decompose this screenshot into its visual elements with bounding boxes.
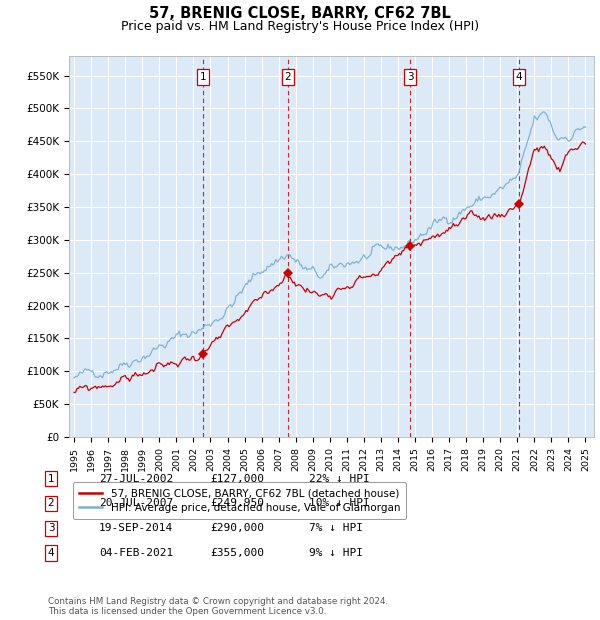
Text: £355,000: £355,000 <box>210 548 264 558</box>
Text: Price paid vs. HM Land Registry's House Price Index (HPI): Price paid vs. HM Land Registry's House … <box>121 20 479 33</box>
Text: 4: 4 <box>515 72 522 82</box>
Text: 10% ↓ HPI: 10% ↓ HPI <box>309 498 370 508</box>
Text: 20-JUL-2007: 20-JUL-2007 <box>99 498 173 508</box>
Text: 3: 3 <box>47 523 55 533</box>
Text: 2: 2 <box>47 498 55 508</box>
Text: £290,000: £290,000 <box>210 523 264 533</box>
Legend: 57, BRENIG CLOSE, BARRY, CF62 7BL (detached house), HPI: Average price, detached: 57, BRENIG CLOSE, BARRY, CF62 7BL (detac… <box>73 482 406 519</box>
Text: 1: 1 <box>47 474 55 484</box>
Text: 9% ↓ HPI: 9% ↓ HPI <box>309 548 363 558</box>
Text: 4: 4 <box>47 548 55 558</box>
Text: £127,000: £127,000 <box>210 474 264 484</box>
Text: 19-SEP-2014: 19-SEP-2014 <box>99 523 173 533</box>
Text: 04-FEB-2021: 04-FEB-2021 <box>99 548 173 558</box>
Text: Contains HM Land Registry data © Crown copyright and database right 2024.: Contains HM Land Registry data © Crown c… <box>48 596 388 606</box>
Text: 7% ↓ HPI: 7% ↓ HPI <box>309 523 363 533</box>
Text: 2: 2 <box>285 72 292 82</box>
Text: 22% ↓ HPI: 22% ↓ HPI <box>309 474 370 484</box>
Text: £249,950: £249,950 <box>210 498 264 508</box>
Text: 27-JUL-2002: 27-JUL-2002 <box>99 474 173 484</box>
Text: 3: 3 <box>407 72 413 82</box>
Text: 57, BRENIG CLOSE, BARRY, CF62 7BL: 57, BRENIG CLOSE, BARRY, CF62 7BL <box>149 6 451 21</box>
Text: This data is licensed under the Open Government Licence v3.0.: This data is licensed under the Open Gov… <box>48 606 326 616</box>
Text: 1: 1 <box>200 72 206 82</box>
